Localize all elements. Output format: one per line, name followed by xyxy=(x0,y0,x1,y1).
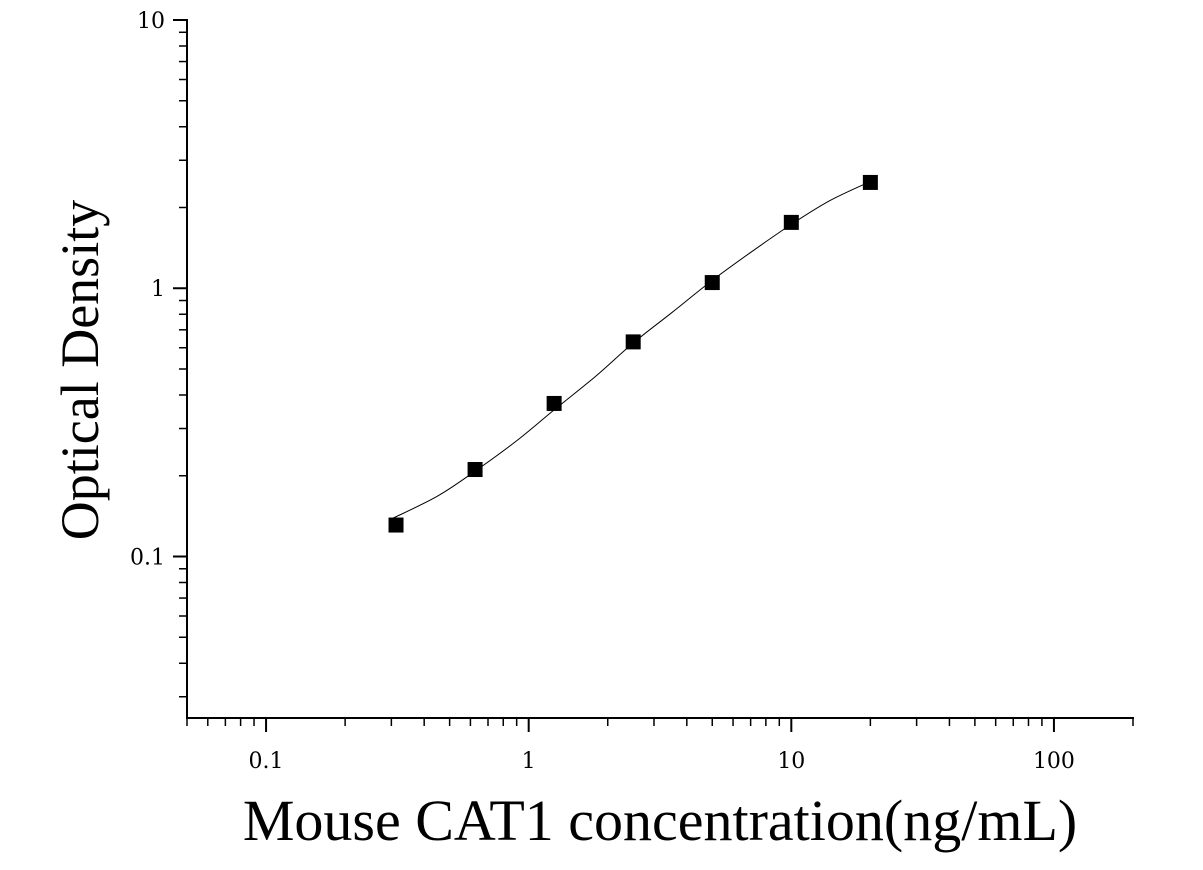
data-points xyxy=(388,174,878,533)
axes xyxy=(186,19,1134,719)
data-point xyxy=(704,275,720,291)
data-point xyxy=(546,395,562,411)
ticks xyxy=(173,19,1134,732)
x-tick-label-100: 100 xyxy=(1033,749,1075,774)
y-tick-label-10: 10 xyxy=(137,9,165,34)
fit-curve xyxy=(391,181,871,520)
x-tick-label-1: 1 xyxy=(522,749,536,774)
y-axis-title: Optical Density xyxy=(50,200,110,540)
x-axis-title: Mouse CAT1 concentration(ng/mL) xyxy=(243,788,1077,853)
x-tick-label-10: 10 xyxy=(777,749,805,774)
data-point xyxy=(862,174,878,190)
data-point xyxy=(625,334,641,350)
tick-labels: 0.1 1 10 100 0.1 1 10 xyxy=(130,9,1075,774)
x-tick-label-0.1: 0.1 xyxy=(249,749,284,774)
data-point xyxy=(388,517,404,533)
data-point xyxy=(783,214,799,230)
data-point xyxy=(467,462,483,478)
y-tick-label-1: 1 xyxy=(151,277,165,302)
y-tick-label-0.1: 0.1 xyxy=(130,545,165,570)
